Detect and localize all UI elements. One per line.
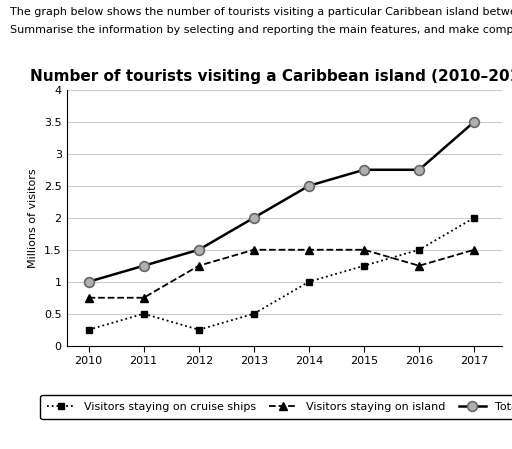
Y-axis label: Millions of visitors: Millions of visitors: [28, 168, 38, 268]
Text: Summarise the information by selecting and reporting the main features, and make: Summarise the information by selecting a…: [10, 25, 512, 35]
Legend: Visitors staying on cruise ships, Visitors staying on island, Total: Visitors staying on cruise ships, Visito…: [40, 395, 512, 419]
Text: The graph below shows the number of tourists visiting a particular Caribbean isl: The graph below shows the number of tour…: [10, 7, 512, 17]
Title: Number of tourists visiting a Caribbean island (2010–2017): Number of tourists visiting a Caribbean …: [30, 70, 512, 84]
